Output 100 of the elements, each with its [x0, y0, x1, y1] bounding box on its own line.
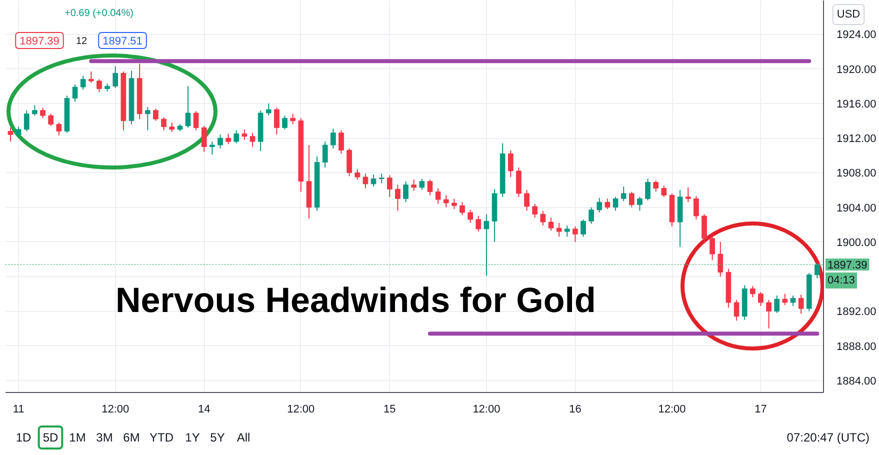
candlestick — [508, 150, 514, 178]
text: 5D — [42, 430, 59, 444]
candlestick — [443, 194, 449, 208]
candlestick — [580, 218, 586, 238]
candlestick — [242, 128, 248, 140]
x-tick-label: 12:00 — [287, 404, 315, 416]
y-tick-label: 1908.00 — [836, 168, 876, 180]
candlestick — [290, 113, 296, 125]
candlestick — [484, 214, 490, 276]
candlestick — [378, 173, 384, 184]
candlestick — [354, 168, 360, 180]
candlestick — [282, 115, 288, 130]
candlestick — [193, 110, 199, 131]
y-tick-label: 1924.00 — [836, 29, 876, 42]
candlestick — [250, 132, 256, 148]
candlestick — [476, 215, 482, 232]
candlestick — [734, 299, 740, 322]
y-tick-label: 1900.00 — [836, 236, 876, 249]
x-tick-label: 15 — [384, 404, 396, 416]
candlestick — [435, 188, 441, 204]
candlestick — [226, 133, 231, 145]
y-tick-label: 1884.00 — [836, 375, 876, 388]
candlestick — [653, 180, 659, 192]
text: 1D — [16, 430, 32, 444]
candlestick — [234, 130, 240, 144]
x-tick-label: 17 — [754, 404, 767, 416]
candlestick — [266, 102, 272, 116]
candlestick — [161, 116, 166, 131]
candlestick — [516, 167, 522, 198]
candlestick — [758, 292, 764, 306]
text: 6M — [123, 430, 140, 444]
candlestick — [411, 179, 417, 192]
y-tick-label: 1916.00 — [836, 98, 876, 110]
candlestick — [362, 173, 368, 189]
x-tick-label: 12:00 — [472, 404, 500, 416]
candlestick — [774, 295, 780, 314]
annotation: 1897.39 — [20, 36, 60, 48]
candlestick — [564, 224, 570, 238]
candlestick — [782, 293, 788, 306]
candlestick — [750, 286, 756, 298]
y-tick-label: 1892.00 — [836, 306, 876, 318]
text: YTD — [150, 430, 174, 444]
candlestick — [16, 126, 22, 139]
candlestick — [210, 141, 215, 156]
candlestick — [56, 122, 62, 136]
candlestick — [628, 191, 634, 208]
text: 1Y — [185, 430, 200, 444]
candlestick — [814, 262, 820, 279]
ref-line-label: 1897.39 — [828, 260, 868, 272]
text: 3M — [96, 430, 113, 444]
candlestick — [532, 203, 538, 218]
candlestick — [661, 185, 667, 198]
text: 5Y — [210, 430, 225, 444]
candlestick — [588, 206, 594, 224]
text: 07:20:47 (UTC) — [786, 430, 870, 444]
candlestick — [72, 84, 78, 102]
text: Nervous Headwinds for Gold — [116, 281, 596, 320]
candlestick — [556, 222, 562, 238]
candlestick — [710, 234, 716, 261]
candlestick — [596, 197, 602, 214]
candlestick — [718, 241, 724, 278]
candlestick — [48, 113, 54, 126]
candlestick — [460, 202, 465, 216]
candlestick — [40, 107, 46, 119]
candlestick — [80, 75, 86, 90]
candlestick — [468, 209, 473, 224]
candlestick — [524, 190, 530, 212]
candlestick — [96, 78, 102, 93]
candlestick — [386, 174, 392, 198]
candlestick — [274, 107, 280, 136]
candlestick — [370, 174, 376, 188]
annotation: +0.69 (+0.04%) — [64, 8, 134, 19]
candlestick — [645, 178, 650, 201]
x-tick-label: 11 — [12, 404, 24, 416]
candlestick — [112, 66, 118, 88]
candlestick — [403, 180, 408, 203]
candlestick — [548, 217, 554, 232]
y-tick-label: 1888.00 — [836, 340, 876, 353]
text: 1M — [69, 430, 86, 444]
candlestick — [540, 210, 546, 226]
annotation: 12 — [76, 36, 88, 47]
x-tick-label: 12:00 — [658, 404, 686, 416]
candlestick — [32, 104, 38, 116]
candlestick — [604, 198, 610, 210]
candlestick — [452, 198, 457, 210]
candlestick — [169, 122, 175, 133]
candlestick — [88, 70, 94, 84]
y-tick-label: 1912.00 — [836, 133, 876, 146]
annotation: 1897.51 — [102, 36, 142, 48]
x-tick-label: 16 — [569, 404, 582, 416]
candlestick — [395, 184, 400, 212]
candlestick — [766, 299, 772, 329]
candlestick — [8, 127, 14, 142]
x-tick-label: 14 — [198, 404, 210, 416]
candlestick — [201, 125, 207, 152]
candlestick — [24, 110, 30, 132]
candlestick — [572, 226, 578, 242]
candlestick — [694, 196, 699, 220]
candlestick — [612, 196, 618, 212]
candlestick — [427, 179, 433, 196]
